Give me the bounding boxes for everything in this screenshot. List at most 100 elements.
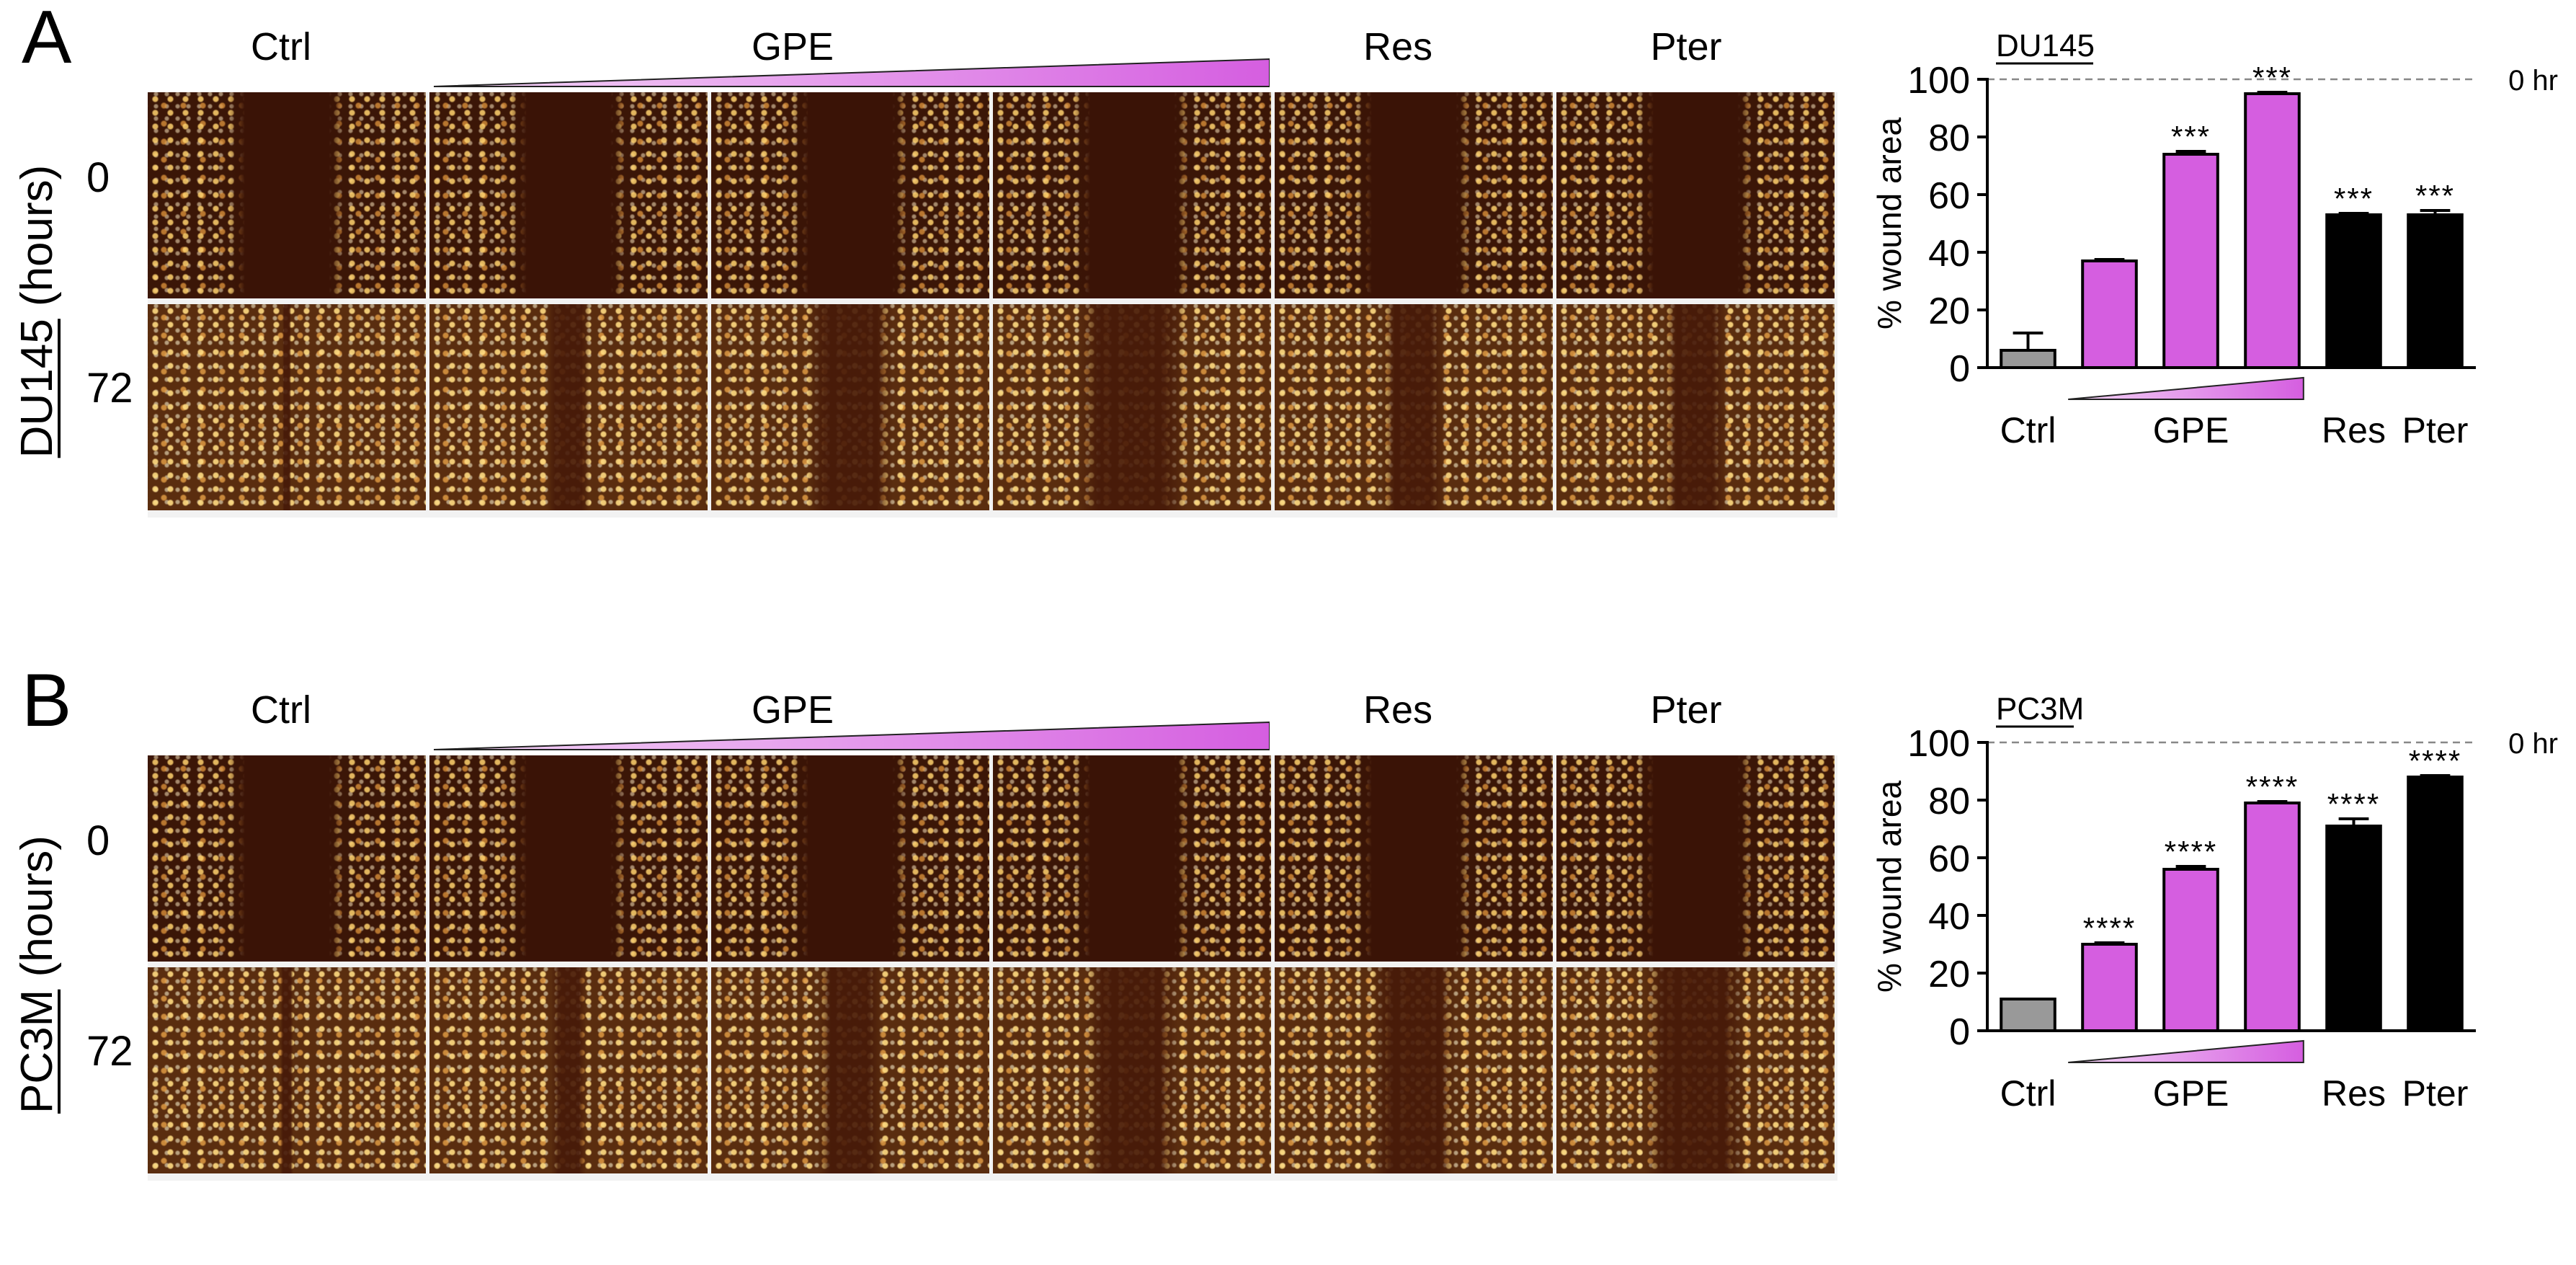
wound-gap	[1355, 92, 1473, 298]
wound-gap	[551, 967, 587, 1173]
column-label-res: Res	[1363, 688, 1433, 732]
y-tick-label: 80	[1928, 117, 1970, 159]
wound-gap	[1355, 755, 1473, 962]
y-tick-label: 40	[1928, 233, 1970, 275]
y-tick-label: 0	[1949, 1011, 1970, 1053]
x-group-label: Ctrl	[2000, 410, 2056, 450]
bar-5	[2325, 213, 2382, 369]
bar-6	[2407, 776, 2464, 1032]
microscopy-image-t72-2	[429, 967, 708, 1173]
significance-label: ***	[2252, 61, 2292, 94]
microscopy-image-t0-2	[429, 755, 708, 962]
significance-label: ****	[2409, 744, 2461, 778]
chart-title: DU145	[1996, 28, 2095, 63]
microscopy-image-t0-5	[1275, 92, 1553, 298]
wound-gap	[1073, 92, 1191, 298]
y-tick-label: 60	[1928, 175, 1970, 217]
microscopy-image-t72-1	[148, 967, 426, 1173]
bar-4	[2244, 92, 2301, 369]
cell-line-label: DU145	[12, 319, 62, 458]
column-label-ctrl: Ctrl	[251, 25, 311, 68]
y-tick-label: 100	[1907, 60, 1970, 102]
microscopy-grid	[148, 755, 1837, 1181]
wound-gap	[547, 304, 590, 510]
bar-3	[2162, 153, 2219, 369]
column-label-pter: Pter	[1650, 688, 1722, 732]
microscopy-image-t72-4	[993, 967, 1271, 1173]
wound-gap	[1076, 304, 1187, 510]
y-axis-label: % wound area	[1871, 117, 1908, 329]
significance-label: ****	[2246, 770, 2299, 804]
wound-gap	[1383, 304, 1445, 510]
significance-label: ****	[2165, 835, 2217, 869]
wound-gap	[1644, 967, 1747, 1173]
y-tick-label: 20	[1928, 290, 1970, 332]
y-axis-label: DU145 (hours)	[12, 131, 62, 492]
microscopy-image-t72-2	[429, 304, 708, 510]
panel-a: A Ctrl GPE Res Pter DU145 (hours) 0 72 D…	[0, 0, 2576, 602]
panel-letter: B	[22, 659, 72, 742]
wound-gap	[1372, 967, 1456, 1173]
microscopy-image-t72-4	[993, 304, 1271, 510]
wound-gap	[1085, 967, 1179, 1173]
wound-gap	[228, 92, 346, 298]
microscopy-image-t0-4	[993, 755, 1271, 962]
bar-4	[2244, 802, 2301, 1032]
wound-gap	[509, 755, 628, 962]
y-tick-label: 40	[1928, 896, 1970, 938]
cell-line-label: PC3M	[12, 989, 62, 1114]
reference-line-label: 0 hr	[2508, 65, 2558, 97]
wound-gap	[791, 92, 909, 298]
bar-2	[2081, 943, 2138, 1032]
wound-gap	[807, 304, 893, 510]
microscopy-image-t0-6	[1556, 755, 1835, 962]
wound-gap	[280, 967, 293, 1173]
significance-label: ****	[2083, 911, 2136, 945]
significance-label: ***	[2171, 120, 2211, 154]
y-tick-label: 80	[1928, 781, 1970, 822]
chart-title: PC3M	[1996, 691, 2084, 727]
gpe-dose-gradient	[2068, 1039, 2304, 1063]
y-tick-label: 100	[1907, 723, 1970, 765]
microscopy-image-t72-6	[1556, 967, 1835, 1173]
microscopy-image-t0-1	[148, 92, 426, 298]
time-unit-label: (hours)	[12, 835, 62, 977]
column-label-gpe: GPE	[751, 688, 834, 732]
y-axis-label: PC3M (hours)	[12, 794, 62, 1155]
time-label-72: 72	[86, 1028, 133, 1075]
bar-chart-svg: DU145 0 hr 0 20 40 60 80 100 % wound area *** *** *…	[1871, 28, 2558, 450]
microscopy-image-t0-1	[148, 755, 426, 962]
wound-gap	[1664, 304, 1726, 510]
reference-line-label: 0 hr	[2508, 728, 2558, 760]
time-unit-label: (hours)	[12, 164, 62, 307]
x-group-label: GPE	[2153, 410, 2229, 450]
bar-5	[2325, 825, 2382, 1032]
time-label-0: 0	[86, 817, 110, 864]
panel-b: B Ctrl GPE Res Pter PC3M (hours) 0 72 PC…	[0, 663, 2576, 1265]
bar-6	[2407, 213, 2464, 369]
bar-3	[2162, 868, 2219, 1032]
microscopy-image-t0-4	[993, 92, 1271, 298]
microscopy-image-t0-6	[1556, 92, 1835, 298]
y-tick-label: 20	[1928, 954, 1970, 995]
y-tick-label: 60	[1928, 838, 1970, 880]
x-group-label: Ctrl	[2000, 1073, 2056, 1114]
microscopy-image-t72-1	[148, 304, 426, 510]
microscopy-image-t72-6	[1556, 304, 1835, 510]
column-label-res: Res	[1363, 25, 1433, 68]
wound-gap	[1636, 755, 1755, 962]
microscopy-image-t0-2	[429, 92, 708, 298]
x-group-label: Pter	[2402, 410, 2469, 450]
wound-gap	[509, 92, 628, 298]
wound-gap	[791, 755, 909, 962]
microscopy-image-t72-3	[711, 304, 989, 510]
microscopy-image-t0-3	[711, 755, 989, 962]
significance-label: ***	[2415, 179, 2455, 213]
microscopy-grid	[148, 92, 1837, 518]
column-label-gpe: GPE	[751, 25, 834, 68]
significance-label: ****	[2327, 787, 2380, 821]
y-tick-label: 0	[1949, 348, 1970, 390]
x-group-label: Pter	[2402, 1073, 2469, 1114]
microscopy-image-t72-3	[711, 967, 989, 1173]
x-group-label: GPE	[2153, 1073, 2229, 1114]
